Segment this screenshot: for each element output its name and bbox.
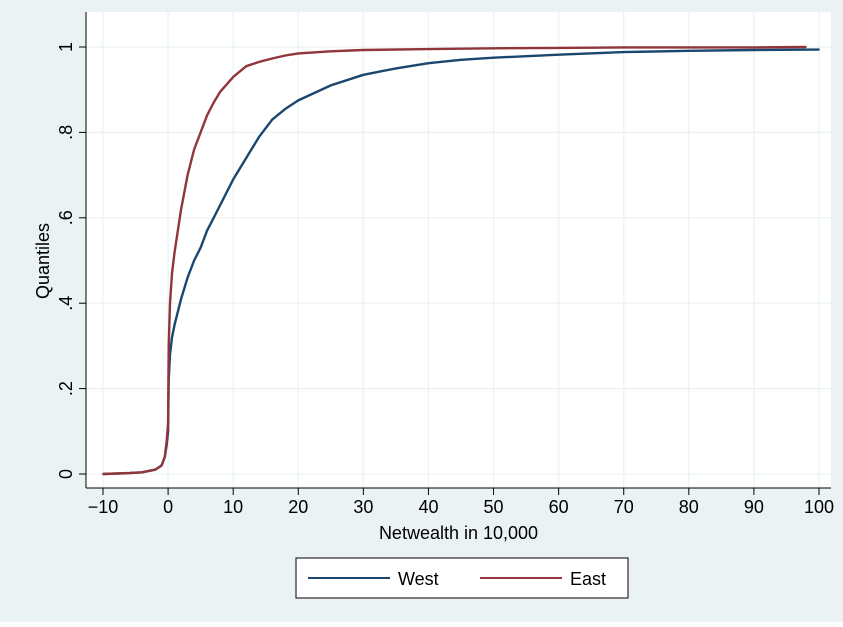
data-point-west <box>173 323 176 326</box>
y-tick-label: .8 <box>56 125 76 140</box>
data-point-east <box>297 52 300 55</box>
data-point-east <box>102 473 104 475</box>
plot-area <box>86 12 831 488</box>
data-point-west <box>258 135 261 138</box>
y-ticks: 0 .2 .4 .6 .8 1 <box>56 42 86 479</box>
data-point-west <box>199 246 202 249</box>
data-point-east <box>167 421 169 424</box>
data-point-west <box>687 49 690 52</box>
data-point-west <box>271 118 274 121</box>
data-point-east <box>186 174 189 177</box>
data-point-east <box>492 47 495 50</box>
data-point-east <box>805 46 807 48</box>
data-point-east <box>199 131 202 134</box>
data-point-east <box>622 46 625 49</box>
x-tick-label: 40 <box>418 497 438 517</box>
x-tick-label: 50 <box>484 497 504 517</box>
data-point-east <box>687 46 690 49</box>
y-tick-label: 0 <box>56 469 76 479</box>
data-point-west <box>171 336 173 339</box>
y-tick-label: .2 <box>56 381 76 396</box>
x-tick-label: 10 <box>223 497 243 517</box>
x-tick-label: 20 <box>288 497 308 517</box>
x-tick-label: 0 <box>163 497 173 517</box>
y-tick-label: 1 <box>56 42 76 52</box>
data-point-east <box>165 438 168 441</box>
legend-label-east: East <box>570 569 606 589</box>
x-tick-label: −10 <box>88 497 119 517</box>
gridlines <box>86 12 831 488</box>
data-point-west <box>329 84 332 87</box>
data-point-east <box>219 90 222 93</box>
y-tick-label: .6 <box>56 210 76 225</box>
x-tick-label: 70 <box>614 497 634 517</box>
data-point-west <box>186 276 189 279</box>
data-point-west <box>557 53 560 56</box>
data-point-east <box>169 302 171 305</box>
data-point-east <box>329 50 332 53</box>
data-point-west <box>206 229 209 232</box>
data-point-west <box>818 48 820 51</box>
data-point-west <box>395 67 397 70</box>
axes <box>85 12 831 489</box>
data-point-east <box>212 101 215 104</box>
data-point-west <box>297 99 300 102</box>
data-point-west <box>245 157 248 159</box>
data-point-east <box>362 49 365 51</box>
data-point-west <box>180 298 183 300</box>
data-point-west <box>362 73 365 76</box>
data-point-east <box>753 46 755 49</box>
x-tick-label: 30 <box>353 497 373 517</box>
y-axis-label: Quantiles <box>33 223 53 299</box>
data-point-east <box>128 472 130 475</box>
data-point-east <box>245 65 248 68</box>
data-point-east <box>271 57 274 60</box>
legend-label-west: West <box>398 569 439 589</box>
data-point-west <box>212 216 215 219</box>
data-point-east <box>193 148 196 151</box>
data-point-east <box>180 208 183 211</box>
x-tick-label: 90 <box>744 497 764 517</box>
series-layer <box>102 45 820 476</box>
data-point-east <box>258 61 261 63</box>
data-point-east <box>173 251 176 253</box>
data-point-east <box>557 46 560 49</box>
y-tick-label: .4 <box>56 296 76 311</box>
x-tick-label: 60 <box>549 497 569 517</box>
data-point-east <box>141 471 143 474</box>
data-point-west <box>622 51 625 54</box>
data-point-west <box>232 178 235 181</box>
data-point-east <box>167 345 170 347</box>
data-point-east <box>163 456 166 458</box>
data-point-west <box>284 108 287 110</box>
data-point-east <box>160 464 163 467</box>
data-point-west <box>427 62 430 65</box>
x-axis-label: Netwealth in 10,000 <box>379 523 538 543</box>
x-tick-label: 100 <box>804 497 834 517</box>
data-point-west <box>219 204 222 206</box>
data-point-west <box>753 49 755 51</box>
data-point-west <box>492 56 495 59</box>
data-point-east <box>206 114 209 117</box>
data-point-east <box>154 468 156 471</box>
series-line-east <box>102 45 807 476</box>
x-ticks: −10 0 10 20 30 40 50 60 70 80 90 100 <box>88 488 834 517</box>
data-point-east <box>232 75 235 78</box>
legend: West East <box>295 557 629 599</box>
data-point-east <box>284 54 287 57</box>
x-tick-label: 80 <box>679 497 699 517</box>
data-point-west <box>193 259 196 262</box>
data-point-west <box>460 58 462 61</box>
data-point-east <box>171 272 173 275</box>
data-point-east <box>427 48 430 51</box>
